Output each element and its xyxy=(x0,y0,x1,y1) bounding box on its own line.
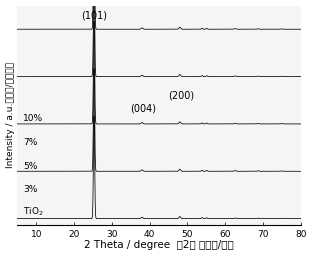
Text: (101): (101) xyxy=(81,10,107,20)
Text: (004): (004) xyxy=(130,103,156,113)
Text: (200): (200) xyxy=(168,90,195,100)
Text: TiO$_2$: TiO$_2$ xyxy=(23,206,44,218)
Text: 10%: 10% xyxy=(23,114,43,123)
Text: 5%: 5% xyxy=(23,162,37,170)
Text: 7%: 7% xyxy=(23,138,37,147)
Y-axis label: Intensity / a.u.（强度/无单䶜）: Intensity / a.u.（强度/无单䶜） xyxy=(6,62,15,168)
X-axis label: 2 Theta / degree  （2倍 衍射角/度）: 2 Theta / degree （2倍 衍射角/度） xyxy=(84,240,234,250)
Text: 3%: 3% xyxy=(23,185,37,194)
